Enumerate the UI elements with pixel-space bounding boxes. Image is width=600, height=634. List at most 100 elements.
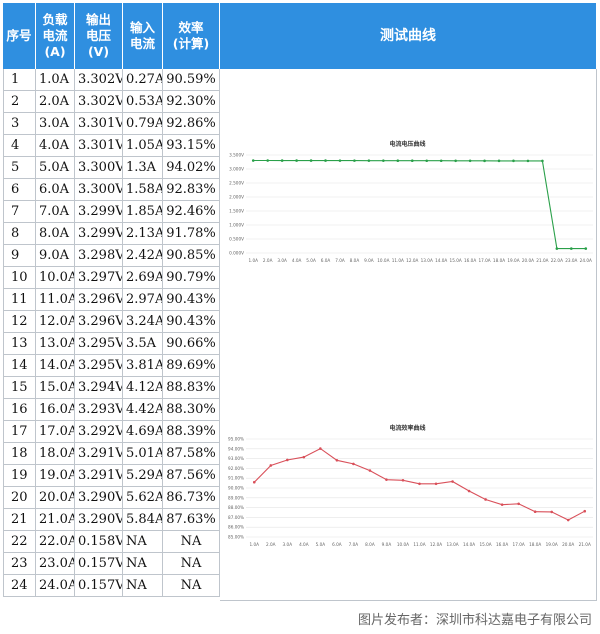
output-voltage-cell: 0.158V bbox=[75, 531, 123, 553]
load-current-cell: 12.0A bbox=[36, 311, 75, 333]
x-tick-label: 17.0A bbox=[513, 542, 525, 547]
data-point bbox=[382, 159, 385, 162]
input-current-cell: 3.24A bbox=[123, 311, 163, 333]
load-current-cell: 22.0A bbox=[36, 531, 75, 553]
efficiency-cell: 90.85% bbox=[163, 245, 220, 267]
data-point bbox=[295, 159, 298, 162]
test-table: 序号 负载 电流 (A) 输出 电压 (V) 输入 电流 效率 (计算) 测试曲线 1 1.0… bbox=[3, 3, 597, 601]
x-tick-label: 5.0A bbox=[306, 258, 316, 263]
load-current-cell: 16.0A bbox=[36, 399, 75, 421]
x-tick-label: 15.0A bbox=[450, 258, 462, 263]
efficiency-cell: 92.83% bbox=[163, 179, 220, 201]
x-tick-label: 19.0A bbox=[507, 258, 519, 263]
x-tick-label: 8.0A bbox=[365, 542, 375, 547]
load-current-cell: 2.0A bbox=[36, 91, 75, 113]
input-current-cell: 1.05A bbox=[123, 135, 163, 157]
efficiency-chart: 电流效率曲线 85.00% 86.00% 87.00% 88.00% 89.00% 90.0… bbox=[228, 424, 593, 547]
voltage-chart: 电流电压曲线 0.000V 0.500V 1.000V 1.500V 2.000V 2.50… bbox=[229, 140, 593, 263]
data-point bbox=[500, 503, 504, 506]
efficiency-cell: 90.79% bbox=[163, 267, 220, 289]
x-tick-label: 23.0A bbox=[565, 258, 577, 263]
efficiency-cell: 92.86% bbox=[163, 113, 220, 135]
x-tick-label: 18.0A bbox=[529, 542, 541, 547]
header-vout-line1: 输出 bbox=[85, 12, 111, 27]
row-index-cell: 1 bbox=[3, 69, 36, 91]
y-tick-label: 85.00% bbox=[228, 535, 244, 540]
output-voltage-cell: 3.296V bbox=[75, 311, 123, 333]
y-tick-label: 1.000V bbox=[229, 223, 244, 228]
data-point bbox=[439, 159, 443, 163]
output-voltage-cell: 3.300V bbox=[75, 157, 123, 179]
x-tick-label: 6.0A bbox=[332, 542, 342, 547]
x-tick-label: 9.0A bbox=[382, 542, 392, 547]
input-current-cell: 2.69A bbox=[123, 267, 163, 289]
input-current-cell: 5.84A bbox=[123, 509, 163, 531]
input-current-cell: 5.62A bbox=[123, 487, 163, 509]
header-curve-label: 测试曲线 bbox=[380, 28, 436, 44]
data-point bbox=[584, 247, 588, 250]
header-index: 序号 bbox=[3, 3, 36, 69]
header-efficiency: 效率 (计算) bbox=[163, 3, 220, 69]
input-current-cell: 1.85A bbox=[123, 201, 163, 223]
x-tick-label: 19.0A bbox=[546, 542, 558, 547]
x-tick-label: 11.0A bbox=[413, 542, 425, 547]
data-point bbox=[385, 478, 388, 481]
data-point bbox=[410, 159, 414, 163]
y-tick-label: 94.00% bbox=[228, 446, 244, 451]
x-tick-label: 15.0A bbox=[479, 542, 491, 547]
x-tick-label: 1.0A bbox=[248, 258, 258, 263]
input-current-cell: 4.69A bbox=[123, 421, 163, 443]
x-tick-label: 10.0A bbox=[397, 542, 409, 547]
x-tick-label: 12.0A bbox=[406, 258, 418, 263]
input-current-cell: 4.12A bbox=[123, 377, 163, 399]
y-tick-label: 86.00% bbox=[228, 525, 244, 530]
x-tick-label: 3.0A bbox=[283, 542, 293, 547]
output-voltage-cell: 3.290V bbox=[75, 509, 123, 531]
input-current-cell: 5.29A bbox=[123, 465, 163, 487]
x-tick-label: 14.0A bbox=[435, 258, 447, 263]
row-index-cell: 23 bbox=[3, 553, 36, 575]
input-current-cell: NA bbox=[123, 575, 163, 597]
load-current-cell: 13.0A bbox=[36, 333, 75, 355]
data-point bbox=[497, 159, 501, 163]
output-voltage-cell: 3.294V bbox=[75, 377, 123, 399]
row-index-cell: 10 bbox=[3, 267, 36, 289]
row-index-cell: 18 bbox=[3, 443, 36, 465]
header-load-line2: 电流 bbox=[42, 28, 68, 43]
row-index-cell: 15 bbox=[3, 377, 36, 399]
input-current-cell: 0.27A bbox=[123, 69, 163, 91]
load-current-cell: 9.0A bbox=[36, 245, 75, 267]
header-test-curve: 测试曲线 bbox=[220, 3, 597, 69]
data-point bbox=[425, 159, 429, 163]
row-index-cell: 7 bbox=[3, 201, 36, 223]
data-point bbox=[483, 159, 486, 163]
load-current-cell: 7.0A bbox=[36, 201, 75, 223]
row-index-cell: 21 bbox=[3, 509, 36, 531]
data-point bbox=[583, 509, 587, 513]
x-tick-label: 6.0A bbox=[321, 258, 331, 263]
output-voltage-cell: 0.157V bbox=[75, 553, 123, 575]
output-voltage-cell: 3.300V bbox=[75, 179, 123, 201]
x-tick-label: 10.0A bbox=[377, 258, 389, 263]
output-voltage-cell: 3.293V bbox=[75, 399, 123, 421]
data-point bbox=[252, 480, 256, 484]
load-current-cell: 24.0A bbox=[36, 575, 75, 597]
y-tick-label: 0.000V bbox=[229, 251, 244, 256]
header-load-current: 负载 电流 (A) bbox=[36, 3, 75, 69]
row-index-cell: 12 bbox=[3, 311, 36, 333]
x-tick-label: 13.0A bbox=[446, 542, 458, 547]
y-tick-label: 0.500V bbox=[229, 237, 244, 242]
data-point bbox=[367, 159, 371, 162]
header-vout-line3: (V) bbox=[87, 44, 110, 59]
efficiency-cell: 88.30% bbox=[163, 399, 220, 421]
input-current-cell: 3.5A bbox=[123, 333, 163, 355]
data-point bbox=[484, 498, 487, 501]
x-tick-label: 8.0A bbox=[350, 258, 360, 263]
image-credit: 图片发布者：深圳市科达嘉电子有限公司 bbox=[357, 613, 592, 628]
input-current-cell: 0.53A bbox=[123, 91, 163, 113]
input-current-cell: 5.01A bbox=[123, 443, 163, 465]
data-point bbox=[352, 462, 355, 466]
x-tick-label: 21.0A bbox=[536, 258, 548, 263]
data-point bbox=[286, 458, 289, 462]
load-current-cell: 10.0A bbox=[36, 267, 75, 289]
